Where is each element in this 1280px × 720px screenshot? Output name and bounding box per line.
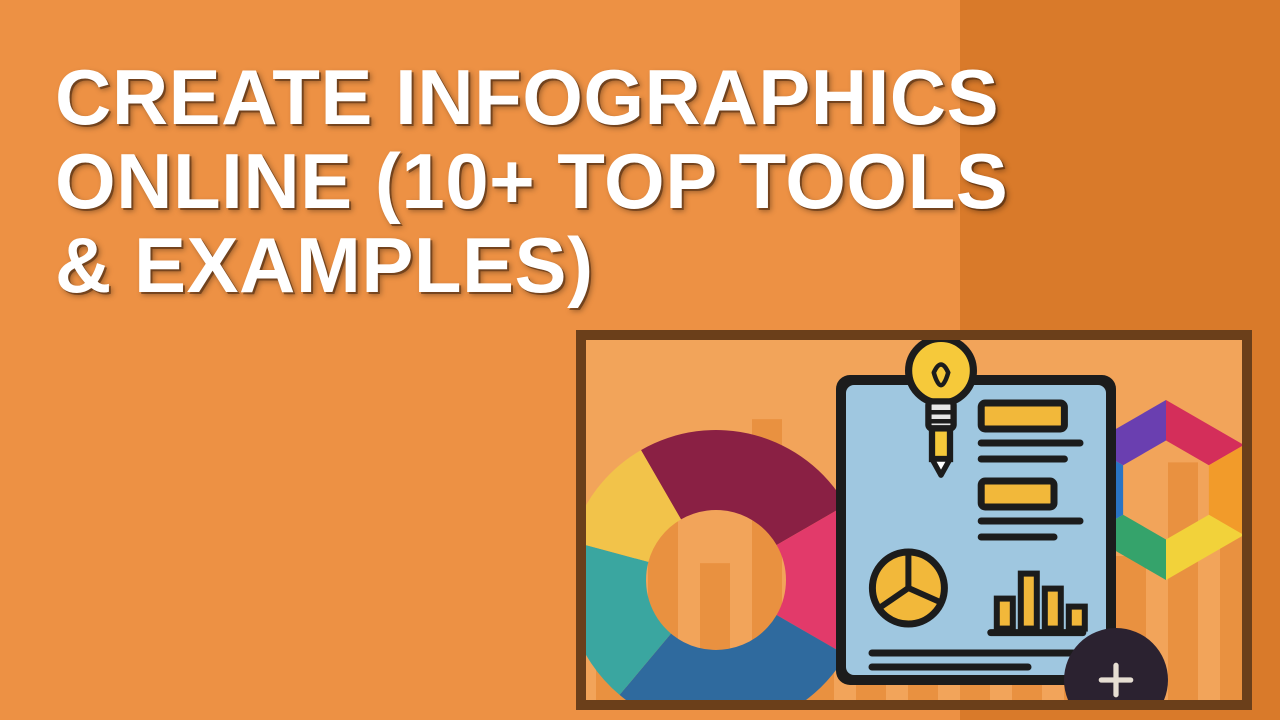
donut-chart-icon <box>576 420 876 710</box>
illustration-frame <box>576 330 1252 710</box>
lightbulb-icon <box>896 330 986 480</box>
headline-text: CREATE INFOGRAPHICS ONLINE (10+ TOP TOOL… <box>55 55 1008 308</box>
plus-icon <box>1095 659 1137 701</box>
